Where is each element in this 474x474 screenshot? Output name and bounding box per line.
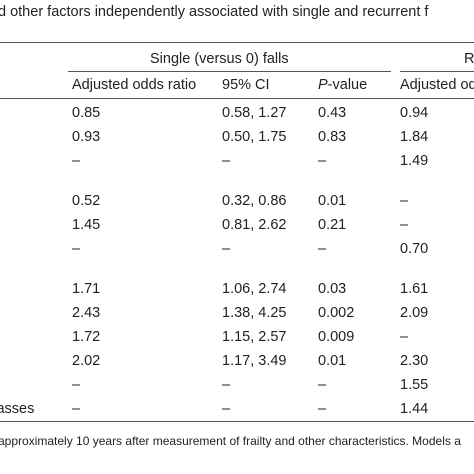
ci-cell: 0.81, 2.62	[222, 217, 287, 233]
odds-ratio-cell: –	[72, 241, 81, 257]
odds-ratio-cell: 2.43	[72, 305, 101, 321]
odds-ratio-recurrent-cell: –	[400, 217, 409, 233]
odds-ratio-cell: –	[72, 377, 81, 393]
odds-ratio-cell: 0.52	[72, 193, 101, 209]
p-value-cell: 0.21	[318, 217, 347, 233]
row-label: classes	[0, 401, 35, 417]
odds-ratio-recurrent-cell: –	[400, 193, 409, 209]
odds-ratio-cell: –	[72, 401, 81, 417]
column-header-odds-ratio: Adjusted odds ratio	[72, 77, 197, 93]
p-value-cell: 0.03	[318, 281, 347, 297]
odds-ratio-recurrent-cell: 1.61	[400, 281, 429, 297]
ci-cell: 0.58, 1.27	[222, 105, 287, 121]
ci-cell: –	[222, 401, 231, 417]
odds-ratio-recurrent-cell: 1.49	[400, 153, 429, 169]
p-italic: P	[318, 77, 328, 93]
p-value-cell: 0.43	[318, 105, 347, 121]
p-value-suffix: -value	[327, 77, 368, 93]
ci-cell: –	[222, 241, 231, 257]
header-recurrent-falls: R	[464, 51, 474, 67]
odds-ratio-recurrent-cell: 1.55	[400, 377, 429, 393]
odds-ratio-cell: 2.02	[72, 353, 101, 369]
single-group-underline	[68, 71, 391, 72]
ci-cell: –	[222, 153, 231, 169]
p-value-cell: 0.002	[318, 305, 355, 321]
column-header-ci: 95% CI	[222, 77, 270, 93]
ci-cell: 1.15, 2.57	[222, 329, 287, 345]
odds-ratio-cell: 0.85	[72, 105, 101, 121]
p-value-cell: –	[318, 153, 327, 169]
ci-cell: 1.38, 4.25	[222, 305, 287, 321]
ci-cell: 1.17, 3.49	[222, 353, 287, 369]
ci-cell: 0.32, 0.86	[222, 193, 287, 209]
odds-ratio-recurrent-cell: 1.84	[400, 129, 429, 145]
column-header-p-value: P-value	[318, 77, 367, 93]
p-value-cell: 0.01	[318, 193, 347, 209]
recurrent-group-underline	[400, 71, 474, 72]
p-value-cell: –	[318, 241, 327, 257]
ci-cell: 0.50, 1.75	[222, 129, 287, 145]
p-value-cell: 0.83	[318, 129, 347, 145]
odds-ratio-cell: 1.71	[72, 281, 101, 297]
p-value-cell: 0.01	[318, 353, 347, 369]
header-single-falls: Single (versus 0) falls	[150, 51, 289, 67]
top-rule	[0, 42, 474, 43]
odds-ratio-recurrent-cell: 2.30	[400, 353, 429, 369]
ci-cell: 1.06, 2.74	[222, 281, 287, 297]
odds-ratio-cell: 1.45	[72, 217, 101, 233]
table-title: d other factors independently associated…	[0, 4, 429, 20]
odds-ratio-recurrent-cell: –	[400, 329, 409, 345]
odds-ratio-recurrent-cell: 1.44	[400, 401, 429, 417]
ci-cell: –	[222, 377, 231, 393]
p-value-cell: –	[318, 401, 327, 417]
p-value-cell: 0.009	[318, 329, 355, 345]
bottom-rule	[0, 421, 474, 422]
odds-ratio-recurrent-cell: 2.09	[400, 305, 429, 321]
odds-ratio-cell: 0.93	[72, 129, 101, 145]
p-value-cell: –	[318, 377, 327, 393]
odds-ratio-cell: –	[72, 153, 81, 169]
odds-ratio-recurrent-cell: 0.70	[400, 241, 429, 257]
odds-ratio-cell: 1.72	[72, 329, 101, 345]
table-footnote: approximately 10 years after measurement…	[0, 434, 461, 448]
odds-ratio-recurrent-cell: 0.94	[400, 105, 429, 121]
column-header-odds-ratio-recurrent: Adjusted odds	[400, 77, 474, 93]
header-rule	[0, 98, 474, 99]
